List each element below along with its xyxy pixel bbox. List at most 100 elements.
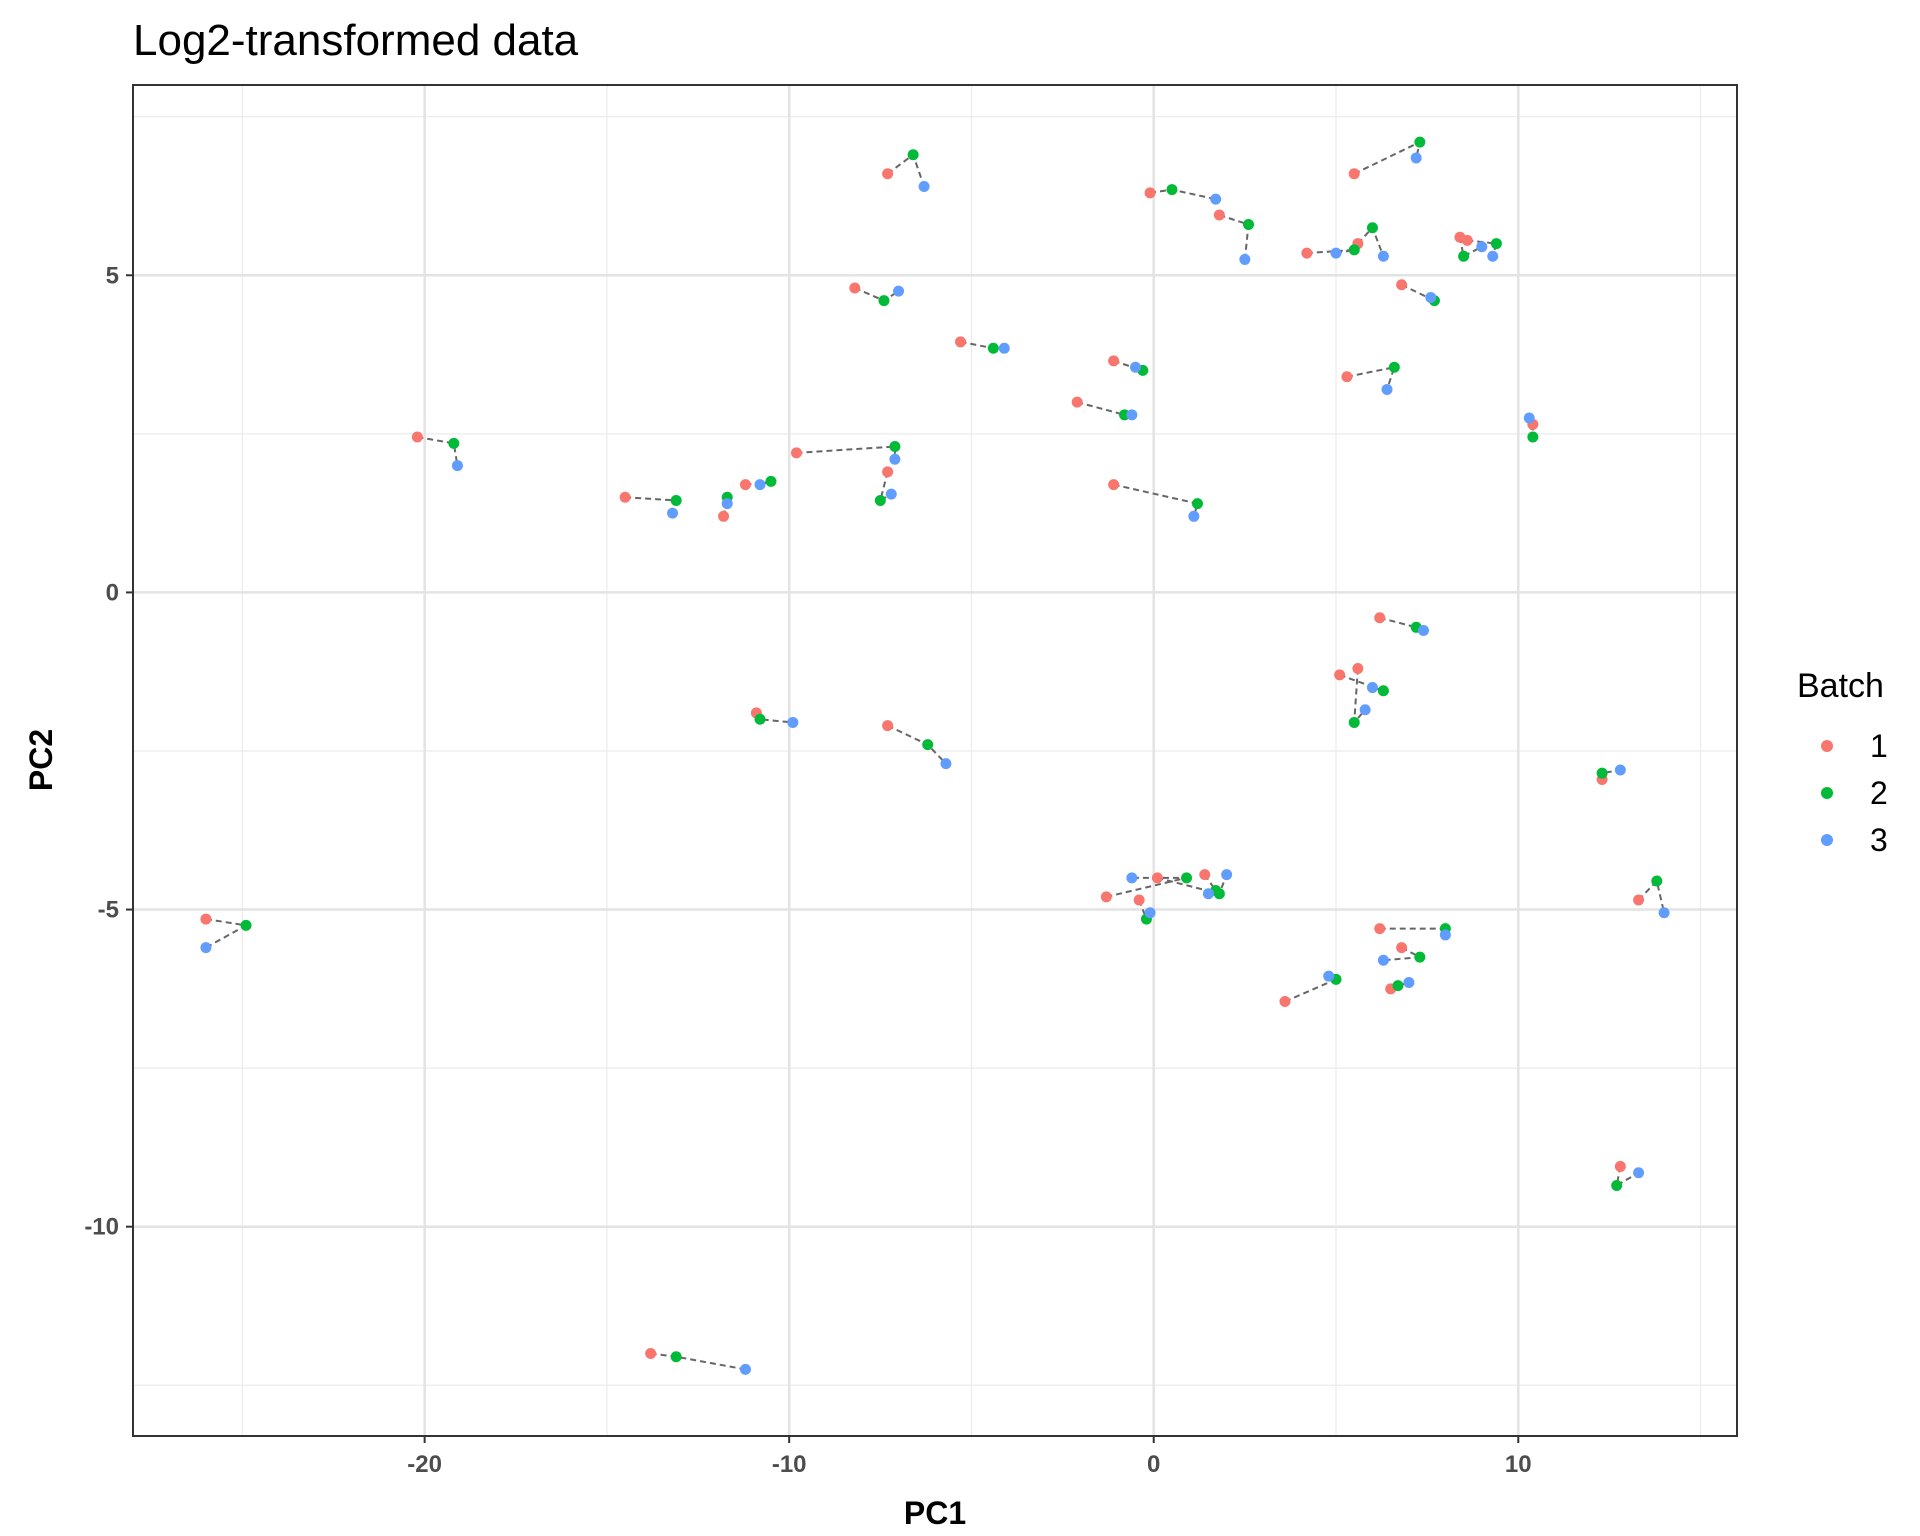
point-batch-2 [1166,184,1178,196]
legend-label-batch-3: 3 [1870,822,1888,858]
point-batch-1 [1614,1160,1626,1172]
point-batch-1 [1301,247,1313,259]
point-batch-2 [448,437,460,449]
y-tick-label: 0 [106,579,119,606]
legend: Batch 1 2 3 [1797,667,1888,858]
point-batch-1 [1374,612,1386,624]
group-connector [1113,483,1199,517]
point-batch-3 [1381,383,1393,395]
point-batch-2 [670,1351,682,1363]
point-batch-1 [1213,209,1225,221]
point-batch-1 [882,466,894,478]
point-batch-3 [1221,869,1233,881]
group-connector [1353,140,1422,175]
chart-title: Log2-transformed data [133,16,579,65]
point-batch-2 [878,295,890,307]
point-batch-3 [1359,704,1371,716]
legend-title: Batch [1797,667,1884,705]
point-batch-2 [1651,875,1663,887]
y-axis-ticks: 5 0 -5 -10 [84,262,133,1241]
legend-label-batch-1: 1 [1870,728,1888,764]
point-batch-1 [1334,669,1346,681]
group-connector [796,445,896,460]
point-batch-2 [1490,238,1502,250]
point-batch-3 [1487,250,1499,262]
point-batch-3 [451,460,463,472]
point-batch-3 [1658,907,1670,919]
point-batch-2 [1377,685,1389,697]
point-batch-2 [1191,498,1203,510]
group-connector [650,1352,746,1371]
y-tick-label: -10 [84,1214,119,1241]
group-connector [417,436,459,466]
point-batch-3 [998,342,1010,354]
point-batch-1 [1633,894,1645,906]
point-batch-2 [907,149,919,161]
x-tick-label: 10 [1505,1451,1532,1478]
point-batch-2 [1414,951,1426,963]
point-batch-1 [955,336,967,348]
point-batch-2 [240,919,252,931]
point-batch-3 [1239,253,1251,265]
point-batch-2 [1596,767,1608,779]
group-connector [854,287,900,302]
point-batch-3 [1144,907,1156,919]
point-batch-2 [754,713,766,725]
point-batch-2 [765,475,777,487]
point-batch-1 [1071,396,1083,408]
point-batch-1 [1151,872,1163,884]
legend-key-batch-3 [1821,834,1833,846]
y-tick-label: -5 [98,897,119,924]
point-batch-3 [739,1363,751,1375]
point-batch-3 [1126,872,1138,884]
point-batch-1 [1199,869,1211,881]
point-batch-3 [1403,976,1415,988]
point-batch-3 [1614,764,1626,776]
point-batch-3 [721,498,733,510]
point-batch-1 [849,282,861,294]
point-batch-2 [889,441,901,453]
point-batch-3 [1425,291,1437,303]
point-batch-2 [1348,244,1360,256]
point-batch-3 [918,180,930,192]
group-connector [887,153,926,187]
point-batch-2 [1392,980,1404,992]
point-batch-1 [882,720,894,732]
group-connector [887,724,947,765]
point-batch-1 [1108,479,1120,491]
point-batch-3 [885,488,897,500]
point-batch-2 [1348,716,1360,728]
point-batch-2 [1366,222,1378,234]
point-batch-1 [1396,942,1408,954]
x-axis-ticks: -20 -10 0 10 [407,1436,1532,1478]
point-batch-2 [1181,872,1193,884]
plot-panel-border [132,84,1738,1437]
point-batch-1 [1279,996,1291,1008]
point-batch-1 [1144,187,1156,199]
group-connector [205,918,250,949]
point-batch-3 [889,453,901,465]
point-batch-2 [1527,431,1539,443]
point-batch-2 [1611,1179,1623,1191]
point-batch-3 [940,758,952,770]
point-batch-1 [1100,891,1112,903]
point-batch-3 [1188,510,1200,522]
point-batch-1 [1352,663,1364,675]
x-tick-label: -20 [407,1451,442,1478]
point-batch-3 [893,285,905,297]
point-batch-1 [200,913,212,925]
point-batch-3 [1126,409,1138,421]
point-batch-2 [874,494,886,506]
point-batch-2 [1458,250,1470,262]
point-batch-3 [1323,970,1335,982]
point-batch-3 [754,479,766,491]
y-tick-label: 5 [106,262,119,289]
point-batch-3 [1210,193,1222,205]
point-batch-1 [882,168,894,180]
group-connector [1106,876,1187,898]
group-connector [1149,188,1216,201]
legend-key-batch-2 [1821,787,1833,799]
point-batch-3 [787,716,799,728]
group-connector [1379,927,1447,935]
point-batch-1 [645,1348,657,1360]
